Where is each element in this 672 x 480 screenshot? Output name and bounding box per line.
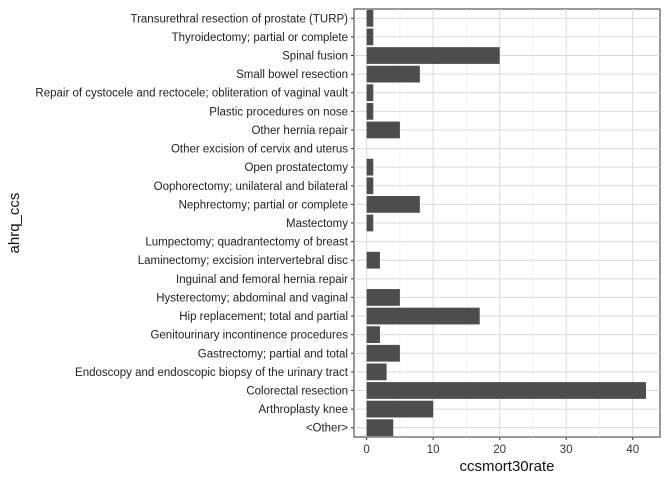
x-tick-label: 30 <box>560 444 573 456</box>
category-label: Colorectal resection <box>246 385 348 397</box>
category-label: Gastrectomy; partial and total <box>198 348 348 360</box>
bar <box>366 344 400 362</box>
bar <box>366 382 647 399</box>
y-axis-title: ahrq_ccs <box>6 193 23 254</box>
category-label: Small bowel resection <box>236 69 348 81</box>
bar <box>366 307 480 325</box>
category-label: Arthroplasty knee <box>259 404 349 416</box>
bar <box>366 47 500 64</box>
category-label: Spinal fusion <box>282 51 348 63</box>
bar <box>366 84 374 102</box>
category-label: Other hernia repair <box>251 125 348 137</box>
category-label: Genitourinary incontinence procedures <box>150 330 348 342</box>
category-label: Inguinal and femoral hernia repair <box>176 274 348 286</box>
bar <box>366 419 394 437</box>
bar <box>366 121 400 139</box>
category-label: Mastectomy <box>286 218 348 230</box>
bar <box>366 251 380 269</box>
category-label: <Other> <box>306 423 348 435</box>
bar <box>366 400 434 418</box>
x-tick-label: 10 <box>427 444 440 456</box>
bar <box>366 102 374 120</box>
category-label: Thyroidectomy; partial or complete <box>172 32 348 44</box>
bar <box>366 158 374 176</box>
x-tick-label: 20 <box>493 444 506 456</box>
category-label: Plastic procedures on nose <box>209 106 348 118</box>
bar <box>366 28 374 46</box>
bar <box>366 9 374 27</box>
x-tick-label: 40 <box>626 444 639 456</box>
category-label: Other excision of cervix and uterus <box>171 144 348 156</box>
category-label: Hysterectomy; abdominal and vaginal <box>156 292 348 304</box>
x-ticks: 0 10 20 30 40 <box>363 437 639 456</box>
x-tick-label: 0 <box>363 444 369 456</box>
category-label: Nephrectomy; partial or complete <box>179 199 348 211</box>
category-label: Transurethral resection of prostate (TUR… <box>130 13 348 25</box>
bars <box>366 9 647 437</box>
x-axis-title: ccsmort30rate <box>459 458 554 475</box>
category-labels: Transurethral resection of prostate (TUR… <box>35 13 354 435</box>
bar <box>366 65 420 83</box>
category-label: Hip replacement; total and partial <box>179 311 348 323</box>
category-label: Repair of cystocele and rectocele; oblit… <box>35 88 348 100</box>
bar <box>366 363 387 381</box>
gridlines <box>354 9 660 437</box>
bar <box>366 289 400 306</box>
category-label: Endoscopy and endoscopic biopsy of the u… <box>75 367 349 379</box>
bar <box>366 326 380 344</box>
bar <box>366 214 374 232</box>
category-label: Laminectomy; excision intervertebral dis… <box>138 255 349 267</box>
category-label: Oophorectomy; unilateral and bilateral <box>154 181 348 193</box>
category-label: Lumpectomy; quadrantectomy of breast <box>145 237 348 249</box>
bar <box>366 196 420 213</box>
bar <box>366 177 374 195</box>
category-label: Open prostatectomy <box>244 162 348 174</box>
